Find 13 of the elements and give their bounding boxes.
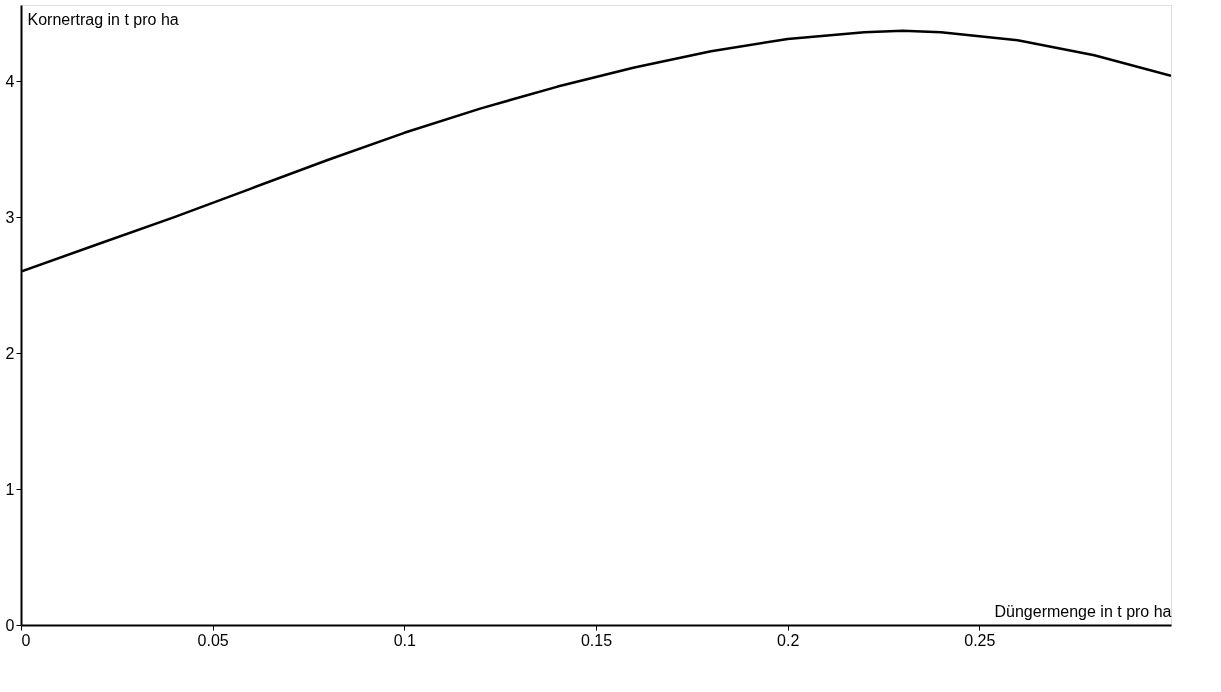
y-tick-label: 2 — [5, 344, 15, 362]
x-axis-title: Düngermenge in t pro ha — [994, 602, 1172, 620]
y-tick-label: 1 — [5, 480, 15, 498]
y-axis-title: Kornertrag in t pro ha — [27, 10, 179, 28]
y-tick-label: 3 — [5, 208, 15, 226]
x-tick-label: 0.05 — [197, 631, 229, 649]
x-tick-label: 0.1 — [393, 631, 417, 649]
x-tick-label: 0 — [21, 631, 31, 649]
x-tick-label: 0.25 — [964, 631, 996, 649]
y-tick-label: 4 — [5, 72, 15, 90]
x-tick-label: 0.2 — [777, 631, 800, 649]
y-tick-label: 0 — [5, 616, 15, 634]
x-tick-label: 0.15 — [580, 631, 613, 649]
